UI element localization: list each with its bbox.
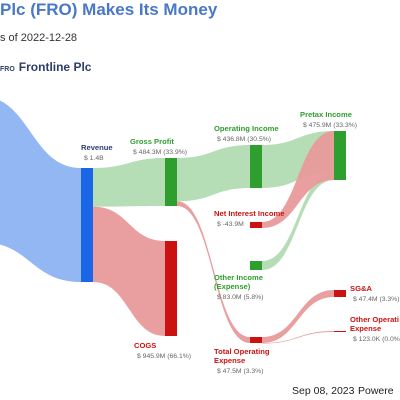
node-sga-label: SG&A [350,284,372,293]
node-net_interest_income-value: $ -43.9M [217,221,244,228]
company-ticker: FRO [0,66,15,73]
company-name: Frontline Plc [18,60,92,74]
node-pretax_income-bar [334,131,346,180]
node-gross_profit-value: $ 484.3M (33.9%) [133,149,187,156]
node-other_operating_expense-value: $ 123.0K (0.0% [353,336,400,343]
node-sga-value: $ 47.4M (3.3%) [353,296,399,303]
flow-pretax_income-to-net_interest_income [262,131,334,228]
node-gross_profit-bar [165,158,177,206]
node-net_interest_income-label: Net Interest Income [214,209,284,218]
node-other_income-label: (Expense) [214,282,251,291]
sankey-labels: Revenue $ 1.4B Gross Profit $ 484.3M (33.9%… [81,110,400,375]
node-total_operating_expense-bar [250,337,262,343]
node-sga-bar [334,290,346,297]
flow-revenue-to-gross_profit [93,158,165,207]
node-cogs-bar [165,241,177,336]
node-revenue-label: Revenue [81,143,113,152]
node-operating_income-label: Operating Income [214,124,279,133]
node-other_operating_expense-bar [334,331,346,332]
node-operating_income-bar [250,145,262,188]
flow-other_income-to-pretax_income [262,172,334,270]
node-total_operating_expense-label: Total Operating [214,347,270,356]
flow-revenue-to-cogs [93,206,165,336]
node-other_operating_expense-label: Other Operati [350,315,399,324]
footer-powered: Powere [358,385,394,397]
node-gross_profit-label: Gross Profit [130,137,174,146]
node-other_operating_expense-label: Expense [350,324,381,333]
node-cogs-value: $ 945.9M (66.1%) [137,353,191,360]
node-revenue-bar [81,168,93,282]
node-other_income-value: $ 83.0M (5.8%) [217,294,263,301]
flow-gross_profit-to-operating_income [177,145,250,202]
footer-date: Sep 08, 2023 [292,385,355,397]
page-subtitle: s of 2022-12-28 [0,32,78,44]
company-header: FRO Frontline Plc [0,60,91,74]
node-other_income-bar [250,261,262,270]
flow-gross_profit-to-total_operating_expense [177,201,250,343]
node-pretax_income-label: Pretax Income [300,110,352,119]
node-revenue-value: $ 1.4B [84,155,104,162]
node-other_income-label: Other Income [214,273,263,282]
flow-total_operating_expense-to-other_operating_expense [262,331,334,344]
sankey-nodes [81,131,346,343]
node-pretax_income-value: $ 475.9M (33.3%) [303,122,357,129]
node-cogs-label: COGS [134,341,156,350]
flow-source-revenue [0,100,81,282]
sankey-flows [0,100,334,344]
node-total_operating_expense-label: Expense [214,356,245,365]
node-net_interest_income-bar [250,222,262,228]
page-title: Plc (FRO) Makes Its Money [0,0,218,19]
node-total_operating_expense-value: $ 47.5M (3.3%) [217,368,263,375]
flow-total_operating_expense-to-sga [262,290,334,343]
node-operating_income-value: $ 436.8M (30.5%) [217,136,271,143]
